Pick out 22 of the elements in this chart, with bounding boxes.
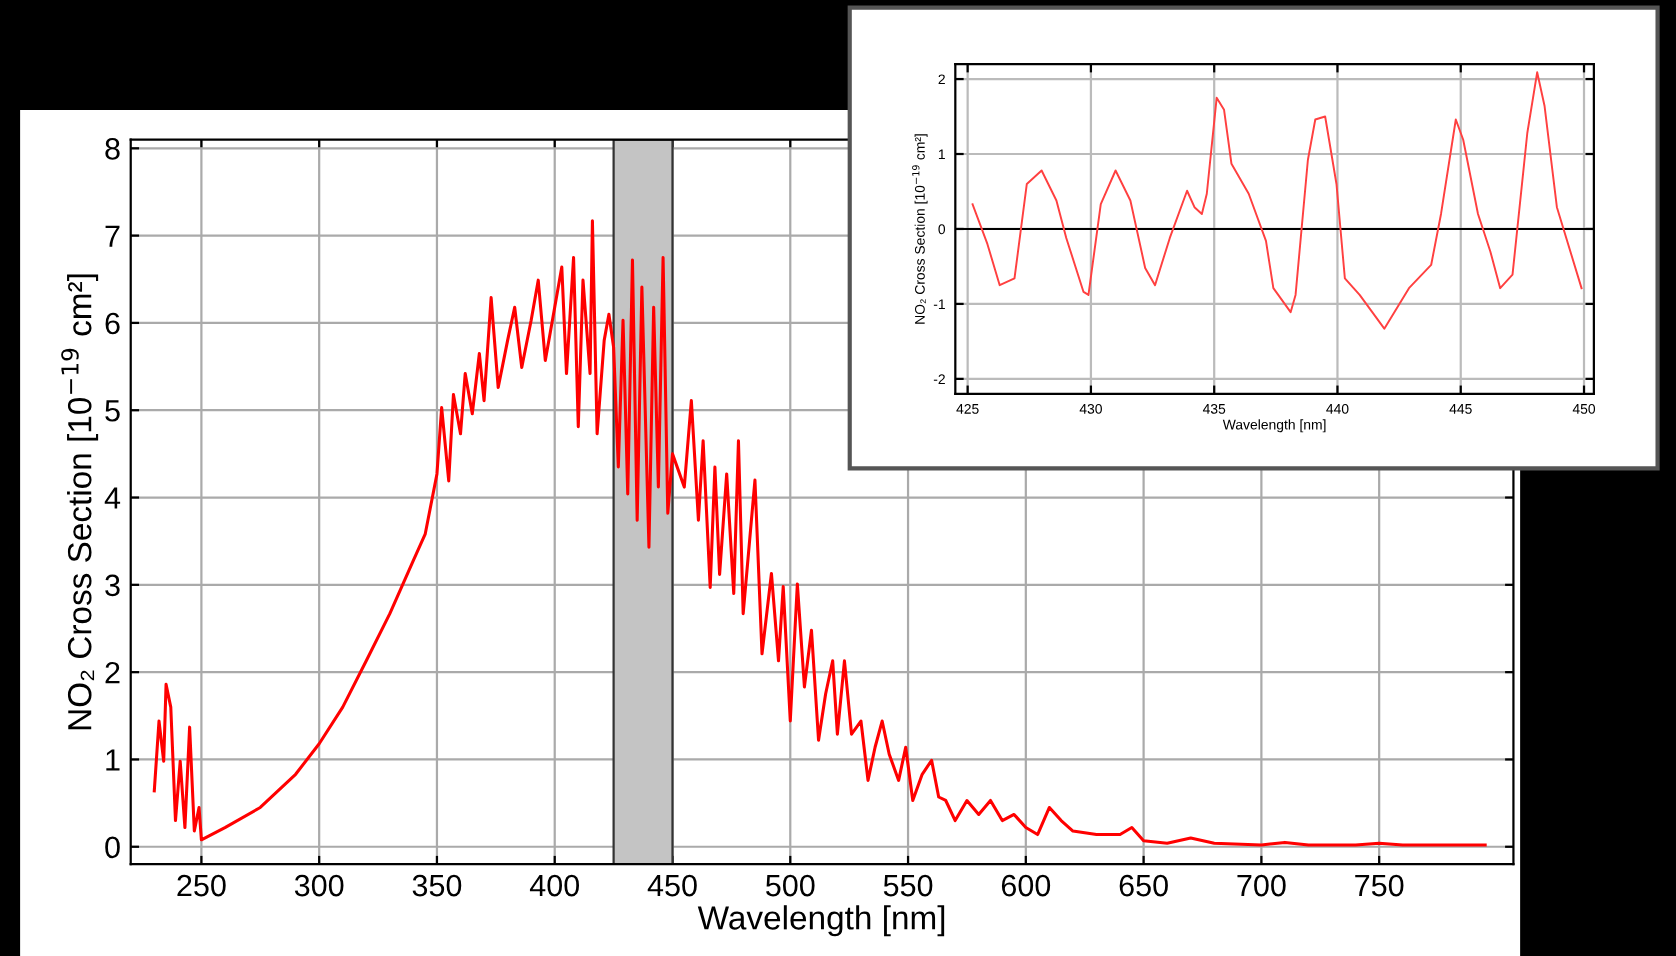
x-tick-label: 550 [883, 874, 933, 897]
y-tick-label: 1 [106, 749, 120, 771]
y-tick-label: 8 [105, 138, 120, 160]
x-tick-label: 300 [294, 874, 344, 897]
x-tick-label: 250 [177, 874, 226, 897]
y-tick-label: 6 [105, 312, 120, 335]
x-tick-label: 400 [529, 874, 580, 897]
y-axis-title: NO₂ Cross Section [10$^{−19}$ cm²] [61, 274, 99, 730]
x-tick-label: 600 [1001, 874, 1051, 897]
x-tick-label: 350 [412, 874, 462, 897]
y-tick-label: 5 [105, 400, 120, 422]
x-axis-title: Wavelength [nm] [697, 905, 945, 937]
y-tick-label: 2 [105, 661, 120, 684]
x-tick-label: 750 [1355, 874, 1404, 897]
x-tick-label: 700 [1237, 874, 1286, 897]
y-tick-label: 7 [105, 225, 120, 247]
y-tick-label: 0 [105, 836, 120, 859]
y-tick-label: 4 [104, 487, 121, 509]
y-tick-label: 3 [105, 574, 120, 597]
x-tick-label: 650 [1119, 874, 1168, 897]
x-tick-label: 500 [766, 874, 815, 897]
x-tick-label: 450 [647, 874, 697, 897]
